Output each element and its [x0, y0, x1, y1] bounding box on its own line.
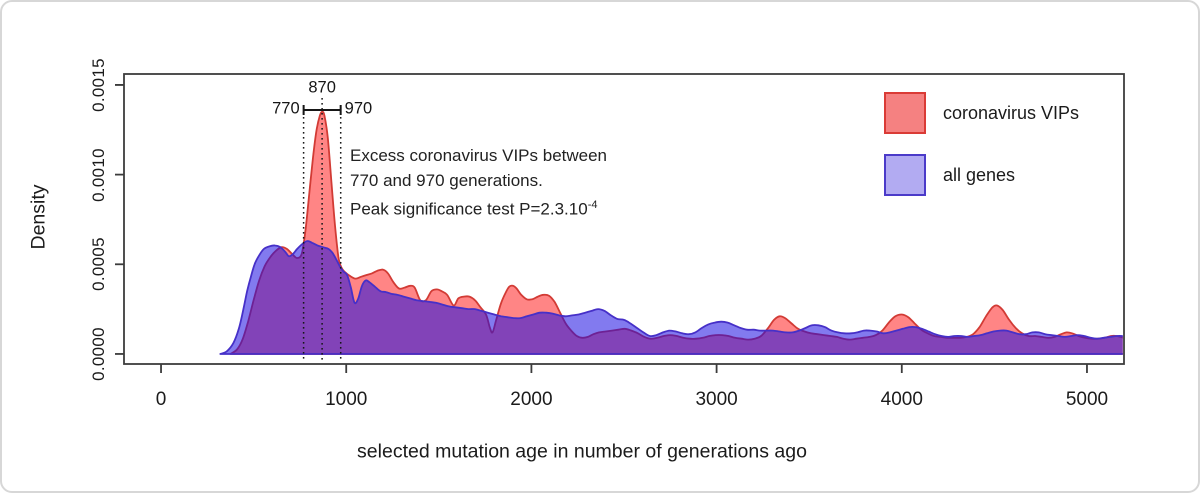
y-tick-label-0.0000: 0.0000 — [89, 327, 108, 381]
x-tick-label-3000: 3000 — [695, 389, 738, 410]
legend-label-all-genes: all genes — [943, 164, 1016, 185]
note-line-3-base: Peak significance test P=2.3.10 — [350, 199, 588, 219]
x-tick-label-5000: 5000 — [1065, 389, 1109, 410]
x-tick-label-0: 0 — [155, 389, 167, 410]
y-tick-label-0.0010: 0.0010 — [89, 147, 108, 202]
x-tick-label-4000: 4000 — [880, 389, 923, 410]
y-axis-title: Density — [27, 184, 50, 250]
x-tick-label-2000: 2000 — [510, 389, 553, 410]
legend: coronavirus VIPs all genes — [884, 92, 1079, 216]
interval-right-label: 970 — [344, 99, 373, 118]
y-tick-label-0.0015: 0.0015 — [89, 58, 108, 112]
annotation-note: Excess coronavirus VIPs between 770 and … — [350, 144, 607, 222]
legend-item-all-genes: all genes — [884, 154, 1079, 196]
density-area-all-genes — [219, 240, 1123, 355]
plot-border — [123, 73, 1125, 365]
note-line-2: 770 and 970 generations. — [350, 170, 543, 190]
legend-swatch-red — [884, 92, 926, 134]
legend-label-coronavirus-vips: coronavirus VIPs — [943, 102, 1080, 123]
note-line-3-exponent: -4 — [587, 199, 598, 211]
x-axis-title: selected mutation age in number of gener… — [357, 440, 807, 463]
y-tick-label-0.0005: 0.0005 — [89, 237, 108, 292]
note-line-1: Excess coronavirus VIPs between — [350, 146, 608, 165]
legend-item-coronavirus-vips: coronavirus VIPs — [884, 92, 1079, 134]
x-tick-label-1000: 1000 — [325, 389, 368, 410]
peak-age-label: 870 — [308, 78, 336, 97]
legend-swatch-blue — [884, 154, 926, 196]
interval-left-label: 770 — [272, 99, 300, 118]
note-line-3: Peak significance test P=2.3.10-4 — [350, 193, 607, 222]
